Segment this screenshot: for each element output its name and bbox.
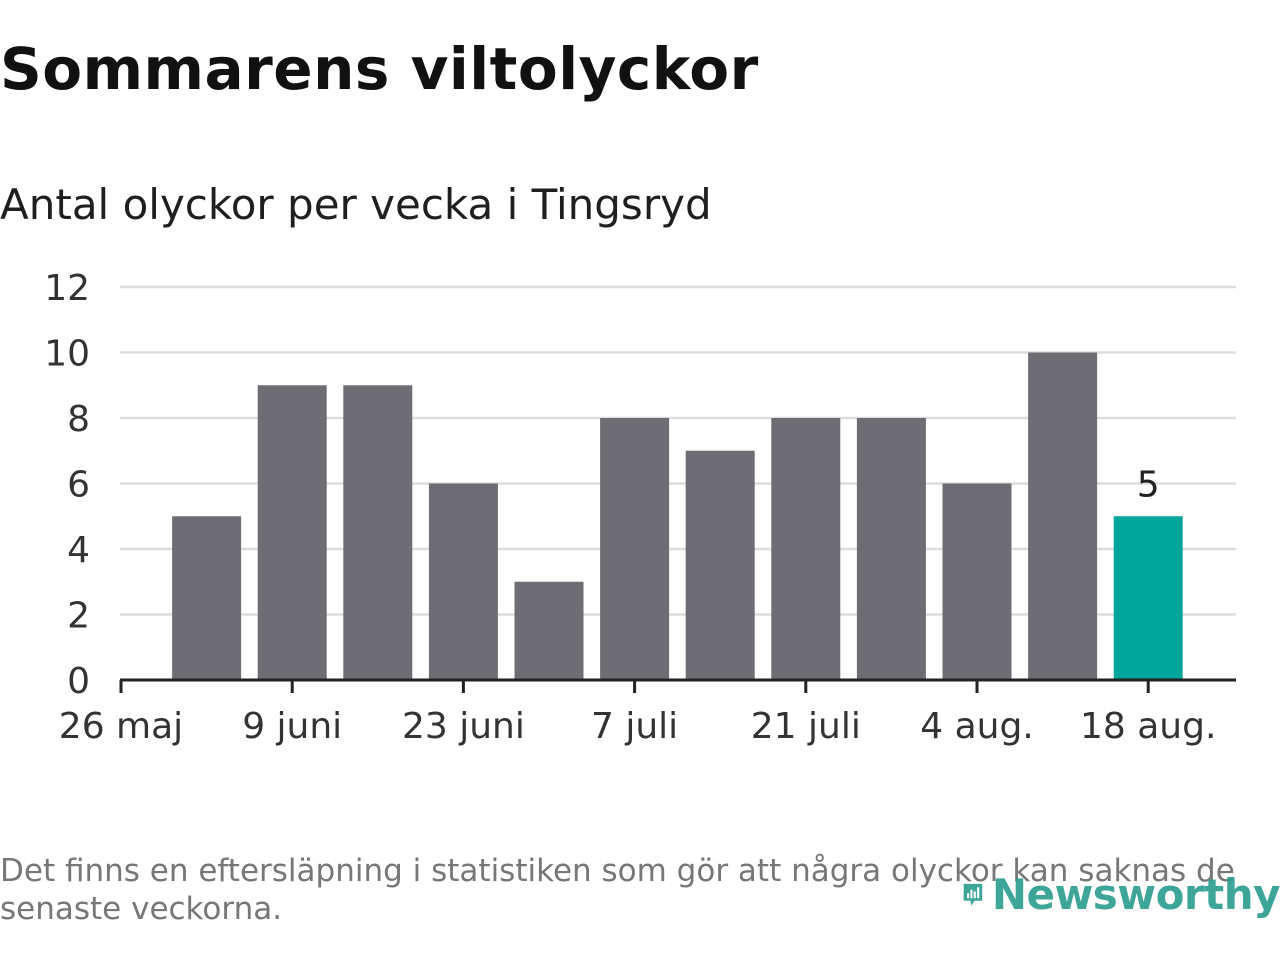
x-tick-label: 7 juli (591, 706, 678, 747)
axes (119, 678, 1236, 693)
y-tick-label: 4 (67, 530, 90, 571)
y-tick-label: 6 (67, 465, 90, 506)
chart-title: Sommarens viltolyckor (0, 35, 759, 103)
x-tick-label: 9 juni (242, 706, 342, 747)
y-tick-label: 0 (67, 661, 90, 702)
y-tick-label: 2 (67, 596, 90, 637)
bars (172, 352, 1183, 680)
bar (1028, 352, 1098, 680)
bar (942, 483, 1012, 680)
bar-chart: 0 2 4 6 8 10 12 5 26 maj 9 juni 23 juni 7 juli 21 ju… (44, 268, 1236, 747)
bar (257, 385, 327, 680)
chart-logo-icon (963, 883, 983, 906)
bar (771, 418, 841, 680)
bar (343, 385, 413, 680)
y-tick-label: 10 (44, 334, 90, 375)
bar (856, 418, 926, 680)
x-tick-label: 23 juni (402, 706, 525, 747)
bar (172, 516, 242, 680)
tick-labels: 0 2 4 6 8 10 12 5 26 maj 9 juni 23 juni 7 juli 21 ju… (44, 268, 1216, 747)
bar (685, 450, 755, 680)
y-tick-label: 12 (44, 268, 90, 309)
newsworthy-logo: Newsworthy (962, 858, 1280, 930)
bar (428, 483, 498, 680)
x-tick-label: 26 maj (59, 706, 183, 747)
y-tick-label: 8 (67, 399, 90, 440)
x-tick-label: 18 aug. (1080, 706, 1216, 747)
x-tick-label: 4 aug. (920, 706, 1034, 747)
data-label: 5 (1137, 464, 1160, 505)
bar (600, 418, 670, 680)
bar (1113, 516, 1183, 680)
bar (514, 581, 584, 680)
x-tick-label: 21 juli (751, 706, 861, 747)
footnote: Det finns en eftersläpning i statistiken… (0, 853, 1235, 927)
chart-subtitle: Antal olyckor per vecka i Tingsryd (0, 180, 712, 229)
logo-text: Newsworthy (991, 869, 1280, 919)
